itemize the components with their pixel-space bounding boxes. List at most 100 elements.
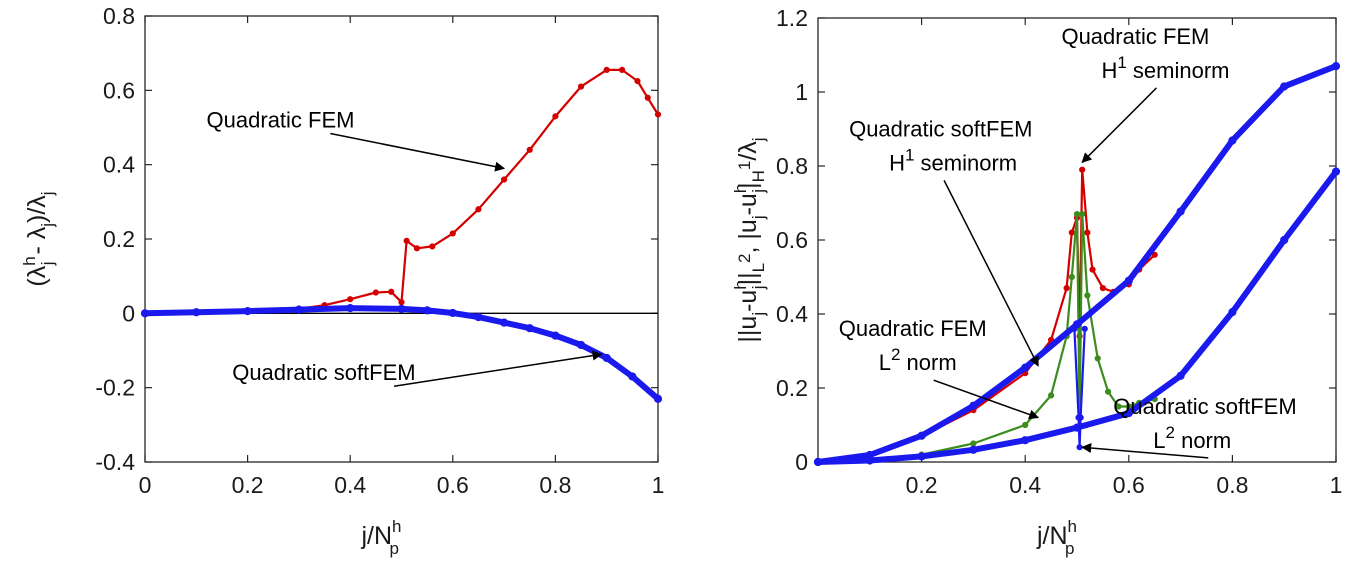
y-tick-label: 0.6 <box>776 227 808 253</box>
y-tick-label: 1.2 <box>776 5 808 31</box>
data-point-p1-softfem <box>474 312 483 322</box>
annotation-label: Quadratic FEM <box>1061 24 1209 49</box>
data-point-p2-softfem-l2 <box>1176 371 1185 380</box>
data-point-p1-fem <box>449 230 456 237</box>
data-point-p1-fem <box>501 176 508 183</box>
annotation-arrow <box>1081 87 1157 164</box>
annotation-label: Quadratic FEM <box>207 108 355 133</box>
data-point-p1-softfem <box>602 353 611 363</box>
data-point-p2-softfem-h1 <box>1331 62 1341 71</box>
data-point-p2-fem-h1 <box>1068 229 1075 236</box>
annotation-label: Quadratic FEM <box>839 316 987 341</box>
data-point-p1-fem <box>372 289 379 296</box>
data-point-p1-fem <box>577 83 585 90</box>
data-point-p2-softfem-h1 <box>1124 276 1133 285</box>
data-point-p2-softfem-l2 <box>1021 436 1030 445</box>
annotation-label: Quadratic softFEM <box>849 116 1032 141</box>
data-point-p1-fem <box>475 206 482 213</box>
data-point-p1-softfem <box>576 340 586 350</box>
data-point-p2-softfem-h1 <box>917 431 926 440</box>
data-point-p2-softfem-l2 <box>1331 167 1341 176</box>
data-point-p1-fem <box>398 299 405 306</box>
data-point-p1-softfem <box>397 304 406 313</box>
data-point-p1-fem <box>347 296 354 303</box>
data-point-p2-fem-l2 <box>1073 211 1081 218</box>
data-point-p2-softfem-h1 <box>1176 207 1185 216</box>
x-tick-label: 1 <box>652 472 665 498</box>
data-point-p1-fem <box>429 243 436 250</box>
y-axis-label: ||uj-uhj||L2, |uj-uhj|H1/λj <box>731 137 768 342</box>
right-panel: 0.2 0.4 0.6 0.8 1 0 0.2 0.4 0.6 0.8 1 1.2 Quadratic … <box>731 5 1342 558</box>
x-tick-label: 0.4 <box>334 472 366 498</box>
y-axis-label: (λhj - λj)/λj <box>20 191 57 286</box>
x-tick-label: 0.6 <box>437 472 469 498</box>
y-tick-label: 0 <box>122 300 135 326</box>
data-point-p2-fem-h1 <box>1084 229 1091 236</box>
x-tick-label: 1 <box>1330 472 1343 498</box>
y-tick-label: 0.2 <box>776 375 808 401</box>
data-point-p2-softfem-h1 <box>1280 82 1289 91</box>
data-point-p2-fem-l2 <box>1022 421 1029 429</box>
data-point-p1-fem <box>413 245 420 252</box>
data-point-p1-fem <box>388 288 395 295</box>
annotation-arrow <box>1081 442 1209 459</box>
data-point-p1-softfem <box>192 308 201 317</box>
data-point-p1-fem <box>552 113 559 120</box>
data-point-p2-fem-l2 <box>970 440 977 447</box>
data-point-p2-fem-l2 <box>1084 292 1091 299</box>
y-tick-label: 0.2 <box>103 226 135 252</box>
x-axis-label: j/Nh p <box>1036 517 1077 558</box>
data-point-p1-softfem <box>294 305 303 314</box>
data-point-p2-softfem-spike <box>1071 325 1078 332</box>
annotation-label: L2 norm <box>879 345 957 375</box>
data-point-p2-fem-h1 <box>1079 166 1086 173</box>
x-tick-label: 0 <box>139 472 152 498</box>
data-point-p1-fem <box>618 66 626 73</box>
data-point-p1-fem <box>526 146 533 153</box>
data-point-p2-softfem-spike <box>1081 325 1088 332</box>
annotation-arrow <box>330 132 506 172</box>
data-point-p2-fem-l2 <box>1094 355 1101 362</box>
y-tick-label: 1 <box>795 79 808 105</box>
annotation-arrow <box>943 180 1039 367</box>
data-point-p2-fem-l2 <box>1048 392 1055 399</box>
data-point-p1-softfem <box>346 304 355 313</box>
data-point-p1-softfem <box>500 318 509 327</box>
data-point-p1-softfem <box>423 306 432 315</box>
y-tick-label: 0.4 <box>103 152 135 178</box>
data-point-p2-softfem-l2 <box>969 445 978 454</box>
data-point-p2-softfem-h1 <box>1228 136 1237 145</box>
data-point-p1-fem <box>654 111 662 118</box>
annotation-label: Quadratic softFEM <box>1113 394 1296 419</box>
y-tick-label: -0.2 <box>95 375 135 401</box>
y-tick-label: 0.6 <box>103 77 135 103</box>
annotation-label: H1 seminorm <box>889 145 1017 175</box>
x-tick-label: 0.2 <box>232 472 264 498</box>
data-point-p2-fem-h1 <box>1089 266 1096 273</box>
data-point-p1-softfem <box>140 309 150 318</box>
x-axis-label: j/Nh p <box>360 517 401 558</box>
data-point-p1-fem <box>634 77 641 85</box>
x-tick-label: 0.8 <box>539 472 571 498</box>
data-point-p1-softfem <box>448 308 457 318</box>
y-tick-label: 0.8 <box>776 153 808 179</box>
data-point-p2-softfem-h1 <box>969 401 978 410</box>
x-tick-label: 0.8 <box>1216 472 1248 498</box>
data-point-p1-softfem <box>243 307 252 316</box>
data-point-p1-fem <box>603 66 610 73</box>
data-point-p1-softfem <box>551 331 560 340</box>
data-point-p2-softfem-l2 <box>813 457 823 467</box>
data-point-p2-fem-l2 <box>1079 211 1086 218</box>
series-line-p1-fem <box>143 68 660 315</box>
annotation-label: L2 norm <box>1153 423 1231 453</box>
y-tick-label: 0 <box>795 449 808 475</box>
y-tick-label: -0.4 <box>95 449 135 475</box>
data-point-p1-softfem <box>525 324 534 333</box>
data-point-p2-fem-l2 <box>1104 388 1112 395</box>
data-point-p2-fem-h1 <box>1063 285 1070 292</box>
x-tick-label: 0.6 <box>1113 472 1145 498</box>
plot-frame <box>144 15 659 463</box>
annotation-label: H1 seminorm <box>1101 53 1229 83</box>
data-point-p1-softfem <box>653 394 663 403</box>
